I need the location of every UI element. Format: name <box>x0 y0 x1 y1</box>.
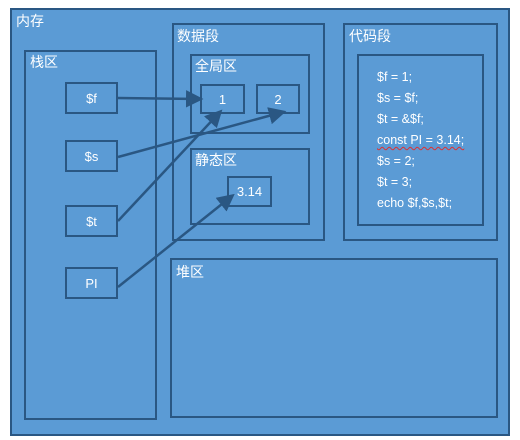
code-line: $f = 1; <box>377 70 413 84</box>
static-title: 静态区 <box>195 152 237 168</box>
stack-var-label: $t <box>86 213 97 229</box>
code-line: $t = 3; <box>377 175 413 189</box>
stack-title: 栈区 <box>30 54 58 70</box>
stack-var-label: $f <box>86 90 97 106</box>
arrow-f-to-1 <box>117 90 204 108</box>
data-segment-title: 数据段 <box>177 28 219 44</box>
code-line: $t = &$f; <box>377 112 424 126</box>
value-label: 1 <box>218 91 227 107</box>
stack-var-pi: PI <box>65 267 118 299</box>
code-line: $s = 2; <box>377 154 415 168</box>
code-line: echo $f,$s,$t; <box>377 196 453 210</box>
memory-title: 内存 <box>16 13 44 29</box>
global-title: 全局区 <box>195 58 237 74</box>
heap-region <box>170 258 498 418</box>
code-line: $s = $f; <box>377 91 419 105</box>
static-value-3-14: 3.14 <box>227 176 272 207</box>
arrow-pi-to-3-14 <box>117 193 235 288</box>
code-line: const PI = 3.14; <box>377 133 465 147</box>
arrow-t-to-1 <box>117 109 223 222</box>
stack-var-s: $s <box>65 140 118 172</box>
code-block: $f = 1; $s = $f; $t = &$f; const PI = 3.… <box>357 54 484 226</box>
value-label: 2 <box>274 91 282 107</box>
code-segment-title: 代码段 <box>349 28 391 44</box>
stack-var-label: $s <box>84 148 99 164</box>
value-label: 3.14 <box>236 184 263 199</box>
stack-var-label: PI <box>85 275 98 291</box>
heap-title: 堆区 <box>176 264 204 280</box>
stack-var-t: $t <box>65 205 118 237</box>
stack-var-f: $f <box>65 82 118 114</box>
